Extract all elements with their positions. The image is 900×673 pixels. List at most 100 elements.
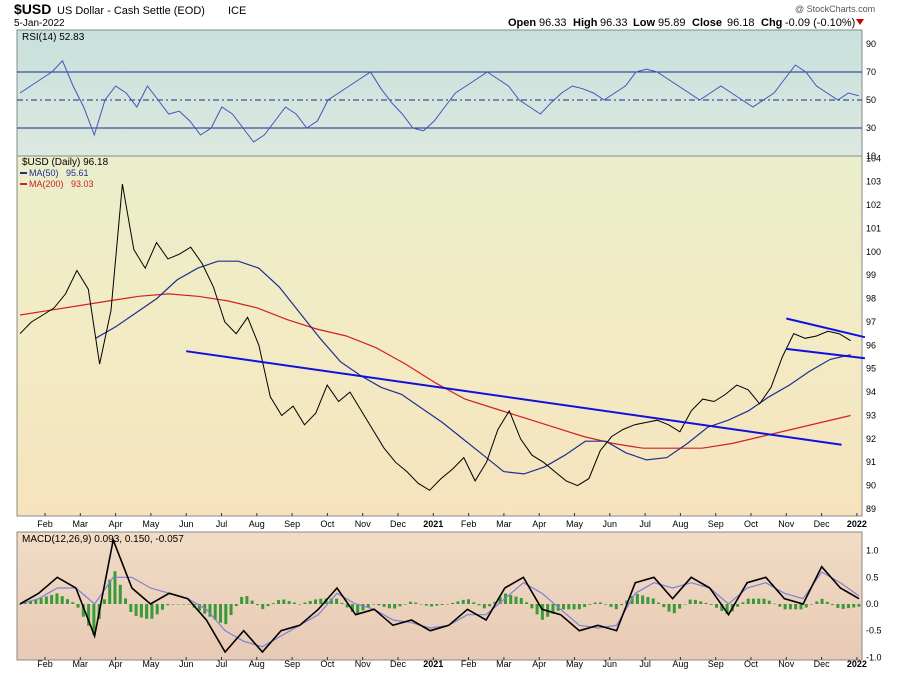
- price-tick-label: 97: [866, 317, 876, 327]
- x-tick-label: Oct: [744, 659, 759, 669]
- macd-hist-bar: [171, 604, 175, 605]
- macd-tick-label: -1.0: [866, 652, 882, 662]
- price-legend: $USD (Daily) 96.18 MA(50) 95.61 MA(200) …: [20, 157, 109, 189]
- ma50-value: 95.61: [66, 168, 89, 178]
- macd-hist-bar: [129, 604, 133, 612]
- macd-hist-bar: [482, 604, 486, 609]
- macd-hist-bar: [377, 604, 381, 606]
- down-arrow-icon: [856, 19, 864, 25]
- macd-hist-bar: [646, 596, 650, 604]
- x-tick-label: Dec: [390, 659, 407, 669]
- macd-hist-bar: [562, 604, 566, 610]
- macd-hist-bar: [430, 604, 434, 607]
- ma200-label: MA(200): [29, 179, 64, 189]
- low-value: 95.89: [658, 17, 686, 29]
- macd-hist-bar: [255, 604, 259, 606]
- macd-hist-bar: [741, 602, 745, 604]
- x-tick-label: Dec: [814, 659, 831, 669]
- macd-hist-bar: [382, 604, 386, 607]
- x-tick-label: Aug: [672, 519, 688, 529]
- x-tick-label: Jul: [216, 519, 228, 529]
- price-tick-label: 95: [866, 364, 876, 374]
- x-tick-label: 2021: [423, 519, 443, 529]
- macd-hist-bar: [519, 598, 523, 604]
- macd-hist-bar: [240, 596, 244, 604]
- macd-hist-bar: [18, 604, 22, 605]
- macd-tick-label: 0.0: [866, 599, 879, 609]
- macd-hist-bar: [456, 601, 460, 604]
- open-label: Open: [508, 17, 536, 29]
- macd-hist-bar: [810, 604, 814, 605]
- macd-hist-bar: [788, 604, 792, 610]
- macd-hist-bar: [620, 604, 624, 606]
- ma200-value: 93.03: [71, 179, 94, 189]
- macd-hist-bar: [71, 602, 75, 604]
- macd-hist-bar: [699, 601, 703, 604]
- x-tick-label: 2022: [847, 659, 867, 669]
- x-tick-label: May: [566, 519, 584, 529]
- macd-hist-bar: [282, 599, 286, 604]
- macd-hist-bar: [630, 596, 634, 604]
- macd-hist-bar: [451, 602, 455, 604]
- macd-hist-bar: [715, 604, 719, 608]
- macd-hist-bar: [271, 603, 275, 604]
- macd-hist-bar: [176, 604, 180, 605]
- macd-hist-bar: [751, 598, 755, 604]
- macd-hist-bar: [81, 604, 85, 617]
- ma200-line: [19, 293, 851, 449]
- x-tick-label: Oct: [320, 659, 335, 669]
- price-layer: [19, 184, 866, 491]
- macd-hist-bar: [641, 595, 645, 604]
- macd-hist-bar: [356, 604, 360, 614]
- price-tick-label: 90: [866, 481, 876, 491]
- x-tick-label: Feb: [37, 659, 53, 669]
- ma50-line: [95, 260, 851, 475]
- macd-hist-bar: [736, 604, 740, 607]
- macd-hist-bar: [746, 598, 750, 604]
- macd-hist-bar: [667, 604, 671, 612]
- macd-hist-bar: [567, 604, 571, 610]
- macd-hist-bar: [277, 600, 281, 604]
- x-tick-label: Jun: [179, 659, 194, 669]
- macd-hist-bar: [50, 594, 54, 604]
- macd-tick-label: -0.5: [866, 626, 882, 636]
- close-value: 96.18: [727, 17, 755, 29]
- macd-hist-bar: [414, 602, 418, 604]
- macd-hist-bar: [329, 598, 333, 604]
- x-tick-label: Sep: [708, 659, 724, 669]
- x-tick-label: Sep: [708, 519, 724, 529]
- macd-hist-bar: [583, 604, 587, 608]
- x-tick-label: Jul: [639, 519, 651, 529]
- macd-hist-bar: [224, 604, 228, 625]
- macd-hist-bar: [118, 584, 122, 604]
- macd-panel: [16, 531, 863, 661]
- macd-hist-bar: [572, 604, 576, 610]
- price-tick-label: 94: [866, 387, 876, 397]
- x-tick-label: Apr: [532, 659, 546, 669]
- high-value: 96.33: [600, 17, 628, 29]
- x-tick-label: Sep: [284, 659, 300, 669]
- macd-hist-bar: [292, 602, 296, 604]
- x-tick-label: May: [142, 519, 160, 529]
- macd-hist-bar: [335, 598, 339, 604]
- x-tick-label: Oct: [744, 519, 759, 529]
- macd-hist-bar: [65, 599, 69, 604]
- price-tick-label: 91: [866, 457, 876, 467]
- macd-hist-bar: [762, 598, 766, 604]
- x-tick-label: Apr: [109, 659, 123, 669]
- macd-hist-bar: [92, 604, 96, 635]
- macd-hist-bar: [108, 579, 112, 604]
- x-tick-label: Feb: [37, 519, 53, 529]
- macd-hist-bar: [250, 600, 254, 604]
- macd-hist-bar: [44, 596, 48, 604]
- macd-hist-bar: [656, 602, 660, 604]
- x-tick-label: Mar: [496, 519, 512, 529]
- rsi-tick-label: 10: [866, 151, 876, 161]
- watermark: @ StockCharts.com: [795, 4, 875, 14]
- macd-hist-bar: [39, 597, 43, 604]
- ma50-label: MA(50): [29, 168, 59, 178]
- macd-hist-bar: [345, 604, 349, 608]
- macd-hist-bar: [440, 604, 444, 605]
- macd-hist-bar: [651, 598, 655, 604]
